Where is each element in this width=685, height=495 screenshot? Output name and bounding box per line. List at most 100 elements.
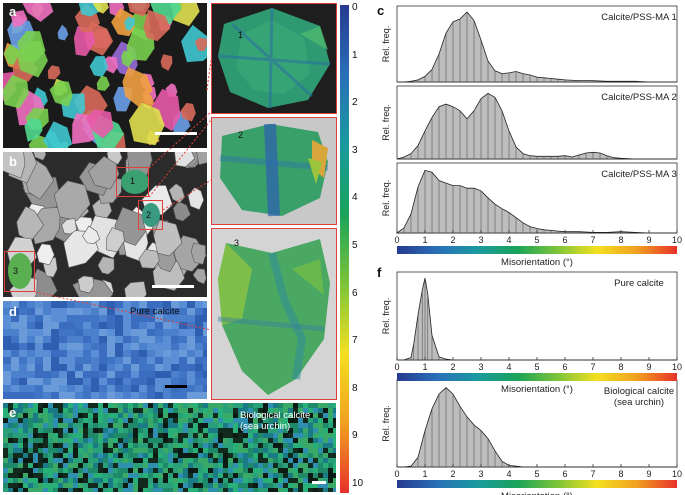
pixel bbox=[75, 329, 83, 336]
pixel bbox=[98, 463, 103, 468]
pixel bbox=[178, 408, 183, 413]
pixel bbox=[178, 453, 183, 458]
pixel bbox=[93, 423, 98, 428]
pixel bbox=[273, 448, 278, 453]
pixel bbox=[103, 423, 108, 428]
pixel bbox=[171, 315, 179, 322]
pixel bbox=[108, 418, 113, 423]
pixel bbox=[133, 468, 138, 473]
pixel bbox=[303, 443, 308, 448]
pixel bbox=[228, 443, 233, 448]
pixel bbox=[163, 443, 168, 448]
pixel bbox=[308, 468, 313, 473]
pixel bbox=[238, 428, 243, 433]
pixel bbox=[38, 418, 43, 423]
grain-closeup-3 bbox=[211, 228, 337, 400]
pixel bbox=[63, 438, 68, 443]
pixel bbox=[328, 408, 333, 413]
histogram-title: Biological calcite bbox=[604, 386, 674, 397]
pixel bbox=[115, 308, 123, 315]
pixel bbox=[278, 488, 283, 492]
pixel bbox=[268, 453, 273, 458]
pixel bbox=[33, 418, 38, 423]
panel-d-pixels bbox=[3, 301, 207, 399]
grain bbox=[180, 102, 196, 122]
pixel bbox=[113, 438, 118, 443]
pixel bbox=[139, 385, 147, 392]
pixel bbox=[198, 488, 203, 492]
pixel bbox=[8, 453, 13, 458]
pixel bbox=[318, 408, 323, 413]
pixel bbox=[263, 468, 268, 473]
pixel bbox=[188, 413, 193, 418]
pixel bbox=[233, 488, 238, 492]
pixel bbox=[18, 403, 23, 408]
pixel bbox=[179, 371, 187, 378]
pixel bbox=[187, 343, 195, 350]
x-tick-label: 5 bbox=[534, 362, 539, 372]
pixel bbox=[93, 413, 98, 418]
pixel bbox=[163, 336, 171, 343]
pixel bbox=[19, 322, 27, 329]
pixel bbox=[73, 478, 78, 483]
pixel bbox=[293, 438, 298, 443]
pixel bbox=[68, 418, 73, 423]
pixel bbox=[103, 448, 108, 453]
pixel bbox=[173, 458, 178, 463]
panel-b-scalebar bbox=[152, 285, 194, 288]
pixel bbox=[155, 336, 163, 343]
pixel bbox=[243, 423, 248, 428]
pixel bbox=[193, 453, 198, 458]
pixel bbox=[328, 473, 333, 478]
pixel bbox=[258, 408, 263, 413]
pixel bbox=[28, 473, 33, 478]
pixel bbox=[43, 468, 48, 473]
pixel bbox=[123, 371, 131, 378]
grain bbox=[89, 56, 109, 77]
colorbar-tick-5: 5 bbox=[352, 240, 358, 251]
histogram-2: Rel. freq.Calcite/PSS-MA 3 bbox=[381, 162, 678, 234]
pixel bbox=[43, 301, 51, 308]
pixel bbox=[53, 463, 58, 468]
pixel bbox=[58, 438, 63, 443]
pixel bbox=[83, 343, 91, 350]
pixel bbox=[58, 428, 63, 433]
pixel bbox=[43, 453, 48, 458]
pixel bbox=[243, 463, 248, 468]
pixel bbox=[238, 458, 243, 463]
pixel bbox=[148, 408, 153, 413]
pixel bbox=[51, 392, 59, 399]
pixel bbox=[133, 478, 138, 483]
pixel bbox=[75, 371, 83, 378]
grain bbox=[82, 225, 101, 244]
pixel bbox=[73, 483, 78, 488]
pixel bbox=[33, 428, 38, 433]
pixel bbox=[38, 478, 43, 483]
pixel bbox=[113, 453, 118, 458]
pixel bbox=[3, 433, 8, 438]
pixel bbox=[93, 418, 98, 423]
pixel bbox=[73, 468, 78, 473]
pixel bbox=[163, 385, 171, 392]
pixel bbox=[123, 423, 128, 428]
pixel bbox=[195, 371, 203, 378]
pixel bbox=[133, 423, 138, 428]
pixel bbox=[183, 428, 188, 433]
pixel bbox=[288, 483, 293, 488]
pixel bbox=[103, 438, 108, 443]
pixel bbox=[238, 438, 243, 443]
pixel bbox=[98, 413, 103, 418]
pixel bbox=[98, 448, 103, 453]
pixel bbox=[43, 350, 51, 357]
pixel bbox=[293, 488, 298, 492]
pixel bbox=[268, 483, 273, 488]
pixel bbox=[99, 322, 107, 329]
pixel bbox=[178, 403, 183, 408]
pixel bbox=[35, 364, 43, 371]
pixel bbox=[28, 478, 33, 483]
pixel bbox=[208, 483, 213, 488]
panel-e-scalebar bbox=[312, 481, 326, 484]
pixel bbox=[193, 408, 198, 413]
pixel bbox=[123, 438, 128, 443]
pixel bbox=[83, 385, 91, 392]
